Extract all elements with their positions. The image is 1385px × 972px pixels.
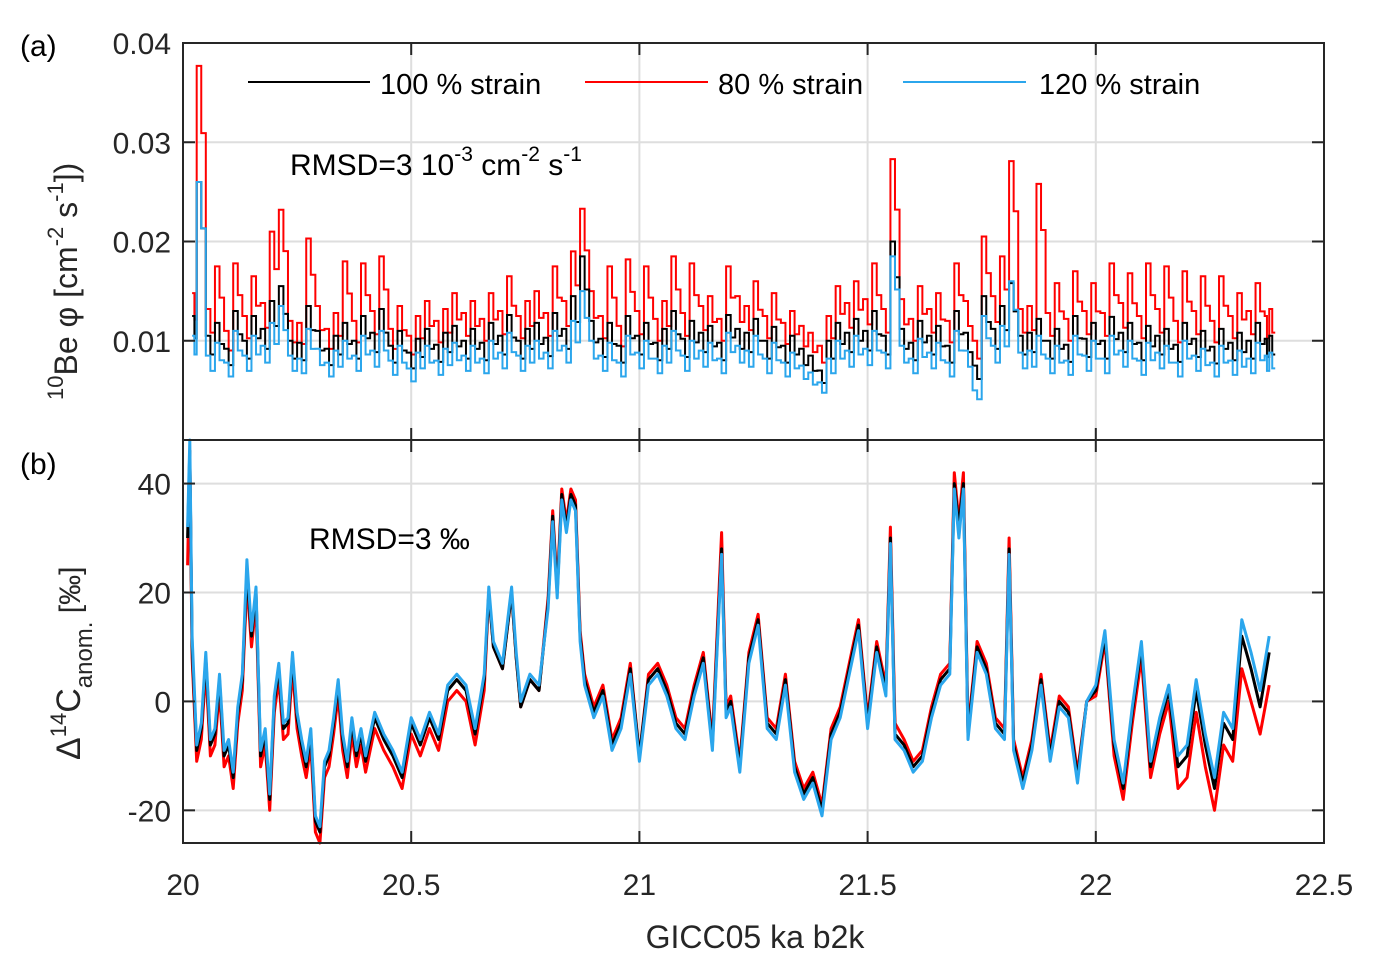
panel-b-xtick-labels: 20 20.5 21 21.5 22 22.5 [166, 869, 1353, 902]
y-tick-label: -20 [128, 795, 171, 828]
panel-b-frame [182, 439, 1325, 844]
legend-label-100: 100 % strain [380, 69, 541, 101]
series-line-120-strain [186, 438, 1271, 829]
x-tick-label: 20 [166, 869, 199, 902]
legend-label-120: 120 % strain [1039, 69, 1200, 101]
panel-a-label: (a) [20, 30, 57, 63]
panel-b-ylabel: Δ14Canom. [‰] [46, 567, 98, 760]
panel-b-grid [183, 440, 1324, 843]
panel-a-series [192, 64, 1276, 401]
panel-b: -20 0 20 40 20 20.5 21 21.5 22 22.5 RMSD=3 ‰ Δ14… [20, 438, 1353, 955]
panel-a-ytick-labels: 0.01 0.02 0.03 0.04 [113, 28, 171, 359]
panel-a-ticks [182, 42, 1325, 440]
panel-b-series [186, 438, 1271, 845]
panel-b-ytick-labels: -20 0 20 40 [128, 469, 171, 829]
y-tick-label: 20 [138, 577, 171, 610]
x-tick-label: 22.5 [1295, 869, 1353, 902]
x-tick-label: 21 [623, 869, 656, 902]
x-tick-label: 20.5 [382, 869, 440, 902]
y-tick-label: 0 [154, 686, 171, 719]
x-tick-label: 22 [1079, 869, 1112, 902]
y-tick-label: 0.02 [113, 227, 171, 260]
series-line-120-strain [192, 180, 1276, 401]
series-line-80-strain [186, 449, 1271, 845]
panel-a: 0.01 0.02 0.03 0.04 100 % strain 80 % strai… [20, 28, 1325, 441]
y-tick-label: 40 [138, 469, 171, 502]
legend: 100 % strain 80 % strain 120 % strain [248, 69, 1200, 101]
panel-a-grid [183, 43, 1324, 440]
panel-b-ticks [182, 440, 1325, 843]
panel-a-rmsd-annotation: RMSD=3 10-3 cm-2 s-1 [290, 143, 582, 182]
x-axis-label: GICC05 ka b2k [646, 919, 866, 955]
panel-b-rmsd-annotation: RMSD=3 ‰ [309, 523, 470, 556]
y-tick-label: 0.04 [113, 28, 171, 61]
y-tick-label: 0.03 [113, 127, 171, 160]
legend-label-80: 80 % strain [718, 69, 863, 101]
series-line-80-strain [192, 64, 1276, 364]
panel-b-label: (b) [20, 448, 57, 481]
series-line-100-strain [192, 180, 1276, 385]
x-tick-label: 21.5 [838, 869, 896, 902]
y-tick-label: 0.01 [113, 326, 171, 359]
panel-a-ylabel: 10Be φ [cm-2 s-1]) [43, 163, 84, 400]
